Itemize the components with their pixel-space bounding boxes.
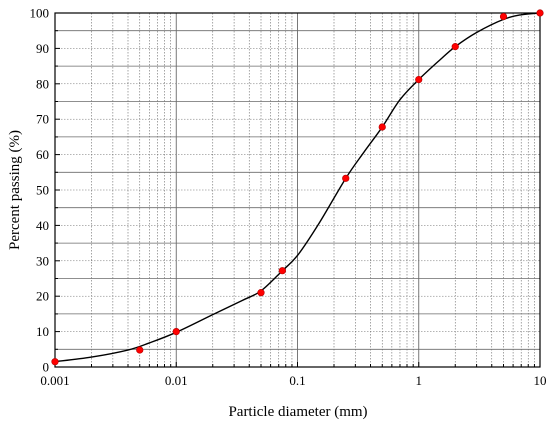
y-tick-label: 40 bbox=[36, 218, 49, 233]
data-point bbox=[51, 358, 59, 366]
data-point bbox=[257, 289, 265, 297]
data-point bbox=[342, 174, 350, 182]
data-point bbox=[172, 328, 180, 336]
x-axis-label: Particle diameter (mm) bbox=[228, 404, 367, 420]
axes bbox=[54, 12, 541, 368]
x-tick-label: 0.01 bbox=[165, 373, 188, 388]
grid bbox=[55, 13, 540, 367]
data-point bbox=[278, 267, 286, 275]
data-points bbox=[51, 9, 544, 366]
y-axis-label: Percent passing (%) bbox=[7, 130, 23, 250]
data-point bbox=[378, 123, 386, 131]
data-point bbox=[415, 75, 423, 84]
y-tick-label: 100 bbox=[30, 6, 50, 21]
data-point bbox=[136, 346, 144, 354]
data-point bbox=[499, 12, 508, 21]
x-tick-label: 0.001 bbox=[40, 373, 69, 388]
y-tick-label: 90 bbox=[36, 41, 49, 56]
data-point bbox=[451, 43, 459, 51]
data-point bbox=[536, 9, 544, 17]
x-tick-label: 0.1 bbox=[289, 373, 305, 388]
y-tick-label: 50 bbox=[36, 183, 49, 198]
y-tick-label: 20 bbox=[36, 289, 49, 304]
fit-curve-layer bbox=[54, 12, 541, 363]
x-tick-label: 10 bbox=[534, 373, 547, 388]
y-tick-label: 80 bbox=[36, 76, 49, 91]
y-tick-label: 60 bbox=[36, 147, 49, 162]
y-tick-label: 70 bbox=[36, 112, 49, 127]
y-tick-label: 30 bbox=[36, 253, 49, 268]
fit-curve bbox=[54, 12, 541, 363]
y-tick-label: 0 bbox=[43, 360, 50, 375]
y-tick-label: 10 bbox=[36, 324, 49, 339]
x-tick-label: 1 bbox=[416, 373, 423, 388]
